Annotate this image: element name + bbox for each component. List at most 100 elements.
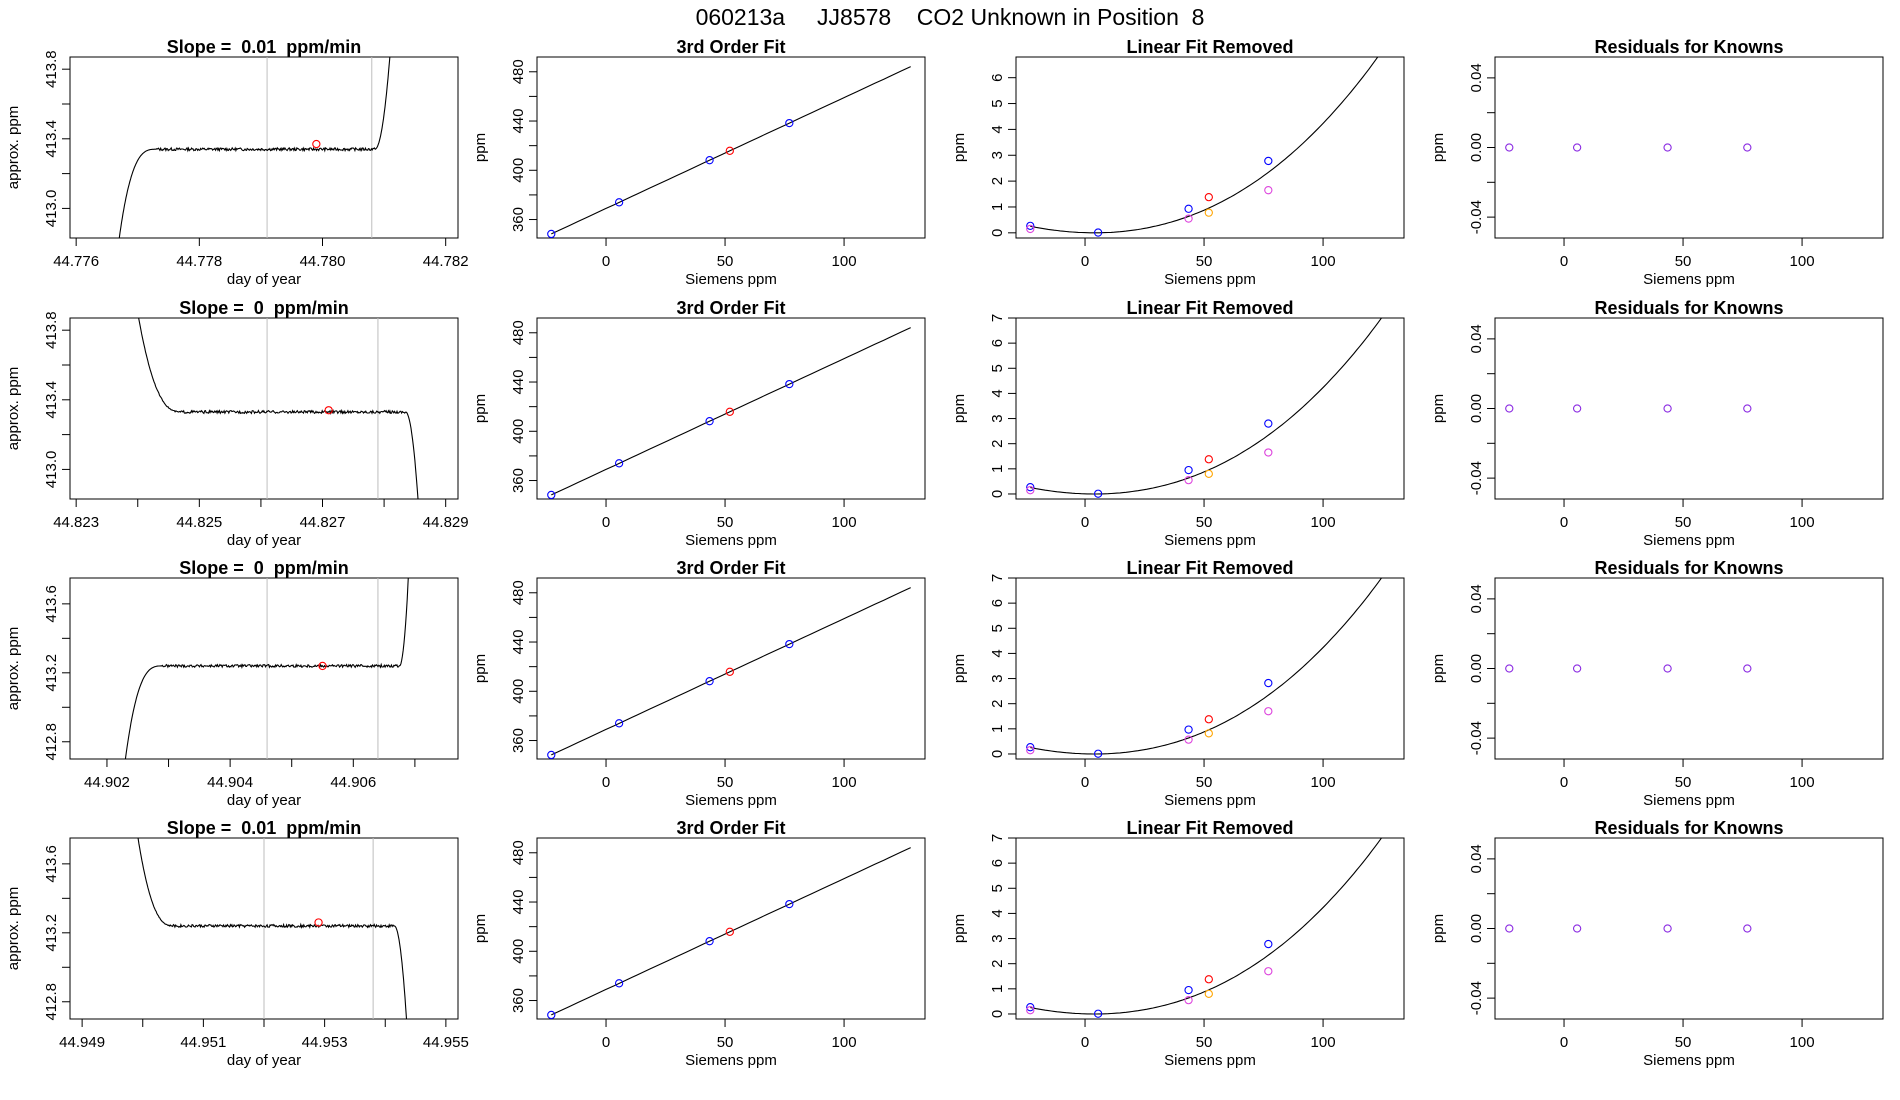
y-tick-label: 413.6 xyxy=(43,585,60,623)
data-point xyxy=(1204,989,1213,999)
x-tick-label: 50 xyxy=(1675,774,1692,791)
data-point xyxy=(1204,192,1213,202)
chart-title: Linear Fit Removed xyxy=(1126,818,1293,838)
fit-curve xyxy=(551,847,911,1016)
data-point xyxy=(1093,749,1103,758)
chart-title: 3rd Order Fit xyxy=(676,818,785,838)
x-tick-label: 0 xyxy=(1081,253,1089,270)
y-tick-label: 412.8 xyxy=(43,983,60,1021)
data-point xyxy=(1663,664,1672,673)
data-point xyxy=(1743,404,1752,413)
x-axis-label: day of year xyxy=(227,792,301,809)
x-tick-label: 100 xyxy=(832,514,857,531)
data-point xyxy=(725,927,734,936)
y-tick-label: -0.04 xyxy=(1468,981,1485,1015)
x-tick-label: 100 xyxy=(1790,253,1815,270)
fit-curve xyxy=(551,66,911,235)
chart-title: Slope = 0 ppm/min xyxy=(179,558,349,578)
x-tick-label: 0 xyxy=(602,774,610,791)
x-tick-label: 0 xyxy=(1560,774,1568,791)
x-axis-label: Siemens ppm xyxy=(1643,271,1735,288)
data-point xyxy=(1572,143,1582,152)
data-point xyxy=(1264,707,1273,716)
y-axis-label: ppm xyxy=(1430,394,1447,423)
y-tick-label: 6 xyxy=(989,74,1006,82)
average-marker xyxy=(312,139,321,149)
y-tick-label: 0.00 xyxy=(1468,394,1485,423)
data-point xyxy=(1572,664,1582,673)
y-tick-label: 440 xyxy=(510,630,527,655)
y-tick-label: 360 xyxy=(510,207,527,232)
y-tick-label: -0.04 xyxy=(1468,200,1485,234)
y-tick-label: 3 xyxy=(989,151,1006,159)
y-tick-label: 0.00 xyxy=(1468,914,1485,943)
plot-frame xyxy=(1494,577,1884,760)
data-point xyxy=(1093,489,1103,498)
data-point xyxy=(614,198,624,207)
y-tick-label: 6 xyxy=(989,859,1006,867)
x-tick-label: 100 xyxy=(1311,1034,1336,1051)
x-tick-label: 0 xyxy=(1081,514,1089,531)
data-point xyxy=(1663,404,1672,413)
x-axis-label: Siemens ppm xyxy=(685,271,777,288)
x-tick-label: 50 xyxy=(1675,514,1692,531)
fit-curve xyxy=(551,327,911,496)
x-tick-label: 44.949 xyxy=(59,1034,105,1051)
chart-panel: Residuals for Knowns 0 50 100 -0.04 0.00 0.04 S… xyxy=(1430,37,1884,288)
chart-panel: Linear Fit Removed 0 50 100 0 1 2 3 4 5 6 7 Siemens … xyxy=(951,558,1405,809)
data-point xyxy=(705,677,714,686)
y-tick-label: 360 xyxy=(510,468,527,493)
chart-title: Residuals for Knowns xyxy=(1594,818,1783,838)
y-tick-label: 412.8 xyxy=(43,723,60,761)
x-axis-label: Siemens ppm xyxy=(685,1052,777,1069)
data-point xyxy=(1204,729,1213,738)
data-point xyxy=(1026,224,1035,234)
x-tick-label: 50 xyxy=(717,253,734,270)
chart-title: Linear Fit Removed xyxy=(1126,37,1293,57)
plot-area xyxy=(124,578,409,759)
plot-area xyxy=(137,838,408,1019)
y-tick-label: 400 xyxy=(510,158,527,183)
data-trace xyxy=(138,318,419,499)
data-point xyxy=(705,417,714,426)
data-point xyxy=(725,667,734,676)
x-tick-label: 50 xyxy=(717,1034,734,1051)
x-tick-label: 44.951 xyxy=(180,1034,226,1051)
y-tick-label: 413.4 xyxy=(43,381,60,419)
y-tick-label: 413.0 xyxy=(43,451,60,489)
y-tick-label: 360 xyxy=(510,988,527,1013)
y-tick-label: 0.04 xyxy=(1468,324,1485,353)
data-point xyxy=(1184,985,1193,995)
y-axis-label: ppm xyxy=(1430,654,1447,683)
y-tick-label: 0.04 xyxy=(1468,584,1485,613)
average-marker xyxy=(314,918,323,927)
y-tick-label: 4 xyxy=(989,125,1006,133)
y-tick-label: 480 xyxy=(510,580,527,605)
chart-title: Residuals for Knowns xyxy=(1594,37,1783,57)
chart-panel: Slope = 0 ppm/min 44.823 44.825 44.827 44.82… xyxy=(5,298,469,549)
y-tick-label: 4 xyxy=(989,389,1006,397)
plot-frame xyxy=(1015,317,1405,500)
x-tick-label: 0 xyxy=(602,1034,610,1051)
chart-panel: Slope = 0.01 ppm/min 44.949 44.951 44.953 44… xyxy=(5,818,469,1069)
data-point xyxy=(1026,1003,1035,1012)
y-tick-label: -0.04 xyxy=(1468,721,1485,755)
plot-area xyxy=(1026,838,1383,1018)
x-axis-label: Siemens ppm xyxy=(1164,792,1256,809)
y-axis-label: approx. ppm xyxy=(5,887,22,970)
data-point xyxy=(1264,156,1273,166)
y-tick-label: 413.0 xyxy=(43,190,60,228)
average-marker xyxy=(324,406,333,415)
data-point xyxy=(547,1010,556,1019)
y-tick-label: 413.8 xyxy=(43,50,60,88)
chart-panel: 3rd Order Fit 0 50 100 360 400 440 480 Siemens p… xyxy=(472,818,926,1069)
x-axis-label: day of year xyxy=(227,271,301,288)
chart-panel: Slope = 0.01 ppm/min 44.776 44.778 44.780 44… xyxy=(5,37,469,288)
x-tick-label: 44.778 xyxy=(176,253,222,270)
x-axis-label: Siemens ppm xyxy=(685,792,777,809)
x-tick-label: 44.906 xyxy=(330,774,376,791)
x-tick-label: 0 xyxy=(1081,1034,1089,1051)
fit-curve xyxy=(551,587,911,756)
